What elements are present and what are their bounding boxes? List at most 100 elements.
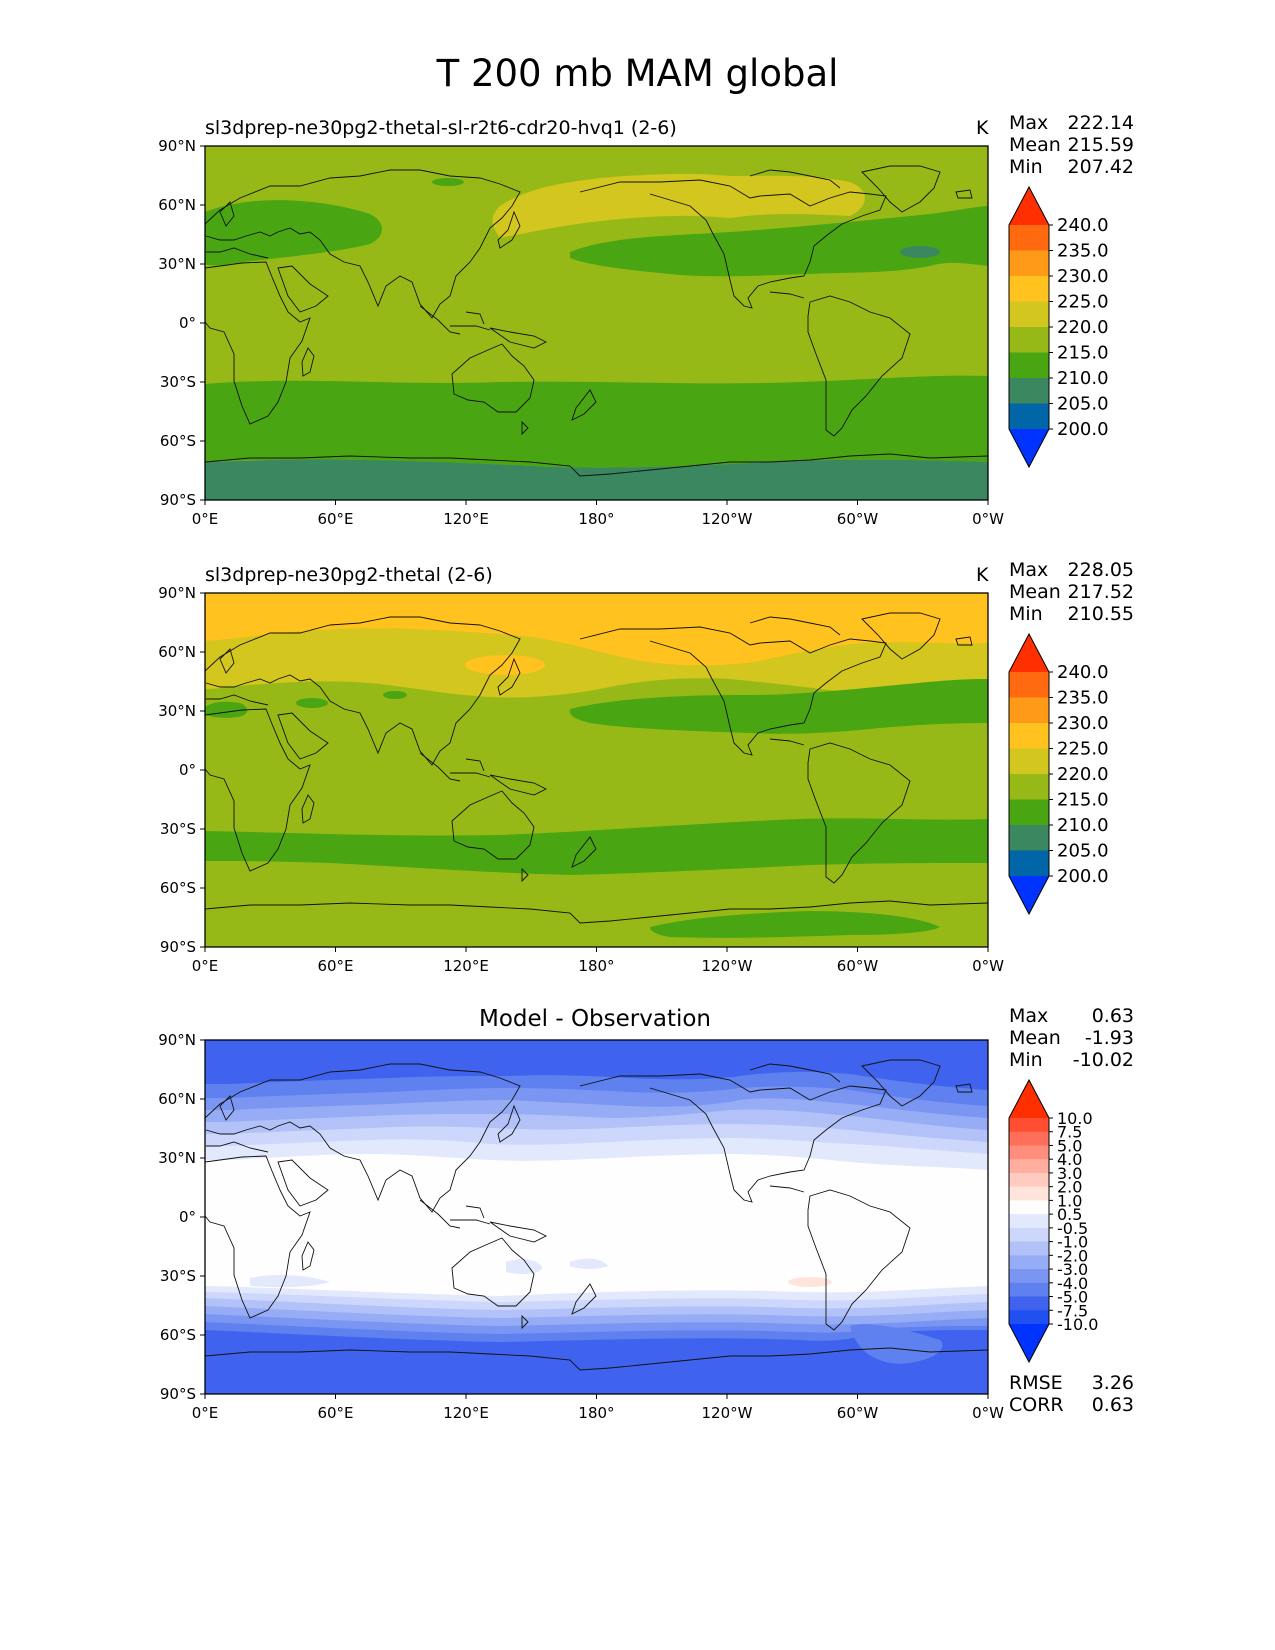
stat-max-label: Max xyxy=(1009,1005,1049,1027)
lon-tick-label: 120°E xyxy=(443,1404,489,1422)
panel-2-unit: K xyxy=(976,564,989,586)
colorbar-swatch xyxy=(1009,850,1049,877)
stat-mean-value: 217.52 xyxy=(1067,581,1134,603)
lat-tick-label: 60°S xyxy=(160,432,196,450)
colorbar-swatch xyxy=(1009,1159,1049,1174)
lon-tick-label: 120°W xyxy=(702,510,753,528)
colorbar-tick-label: 220.0 xyxy=(1057,317,1109,338)
lat-tick-label: 0° xyxy=(179,761,196,779)
stat-min-value: 210.55 xyxy=(1067,603,1134,625)
lat-tick-label: 30°N xyxy=(158,702,196,720)
panel-3-stats: Max 0.63 Mean -1.93 Min -10.02 xyxy=(1009,1005,1134,1071)
colorbar-swatch xyxy=(1009,225,1049,251)
colorbar-swatch xyxy=(1009,1118,1049,1133)
colorbar-tick-label: 210.0 xyxy=(1057,815,1109,836)
colorbar-tick-label: 235.0 xyxy=(1057,241,1109,262)
colorbar-swatch xyxy=(1009,250,1049,277)
lon-tick-label: 120°E xyxy=(443,510,489,528)
colorbar-swatch xyxy=(1009,352,1049,379)
colorbar-swatch xyxy=(1009,748,1049,775)
panel-3-colorbar: 10.07.55.04.03.02.01.00.5-0.5-1.0-2.0-3.… xyxy=(1008,1078,1098,1364)
lon-tick-label: 180° xyxy=(578,1404,614,1422)
stat-max-label: Max xyxy=(1009,112,1049,134)
lat-tick-label: 90°N xyxy=(158,1031,196,1049)
lon-tick-label: 60°W xyxy=(837,1404,879,1422)
stat-mean-label: Mean xyxy=(1009,581,1061,603)
stat-mean-value: -1.93 xyxy=(1084,1027,1134,1049)
lat-tick-label: 60°S xyxy=(160,879,196,897)
panel-2-colorbar: 240.0 235.0 230.0 225.0 220.0 215.0 210.0 205.0… xyxy=(1008,632,1109,916)
panel-2-map: 90°N 60°N 30°N 0° 30°S 60°S 90°S 0°E 60°… xyxy=(158,584,1004,975)
panel-1-title: sl3dprep-ne30pg2-thetal-sl-r2t6-cdr20-hv… xyxy=(205,117,677,139)
colorbar-tick-label: 2.0 xyxy=(1057,1178,1082,1197)
colorbar-tick-label: 230.0 xyxy=(1057,266,1109,287)
colorbar-tick-label: 1.0 xyxy=(1057,1191,1082,1210)
colorbar-swatch xyxy=(1009,1172,1049,1188)
lat-tick-label: 30°N xyxy=(158,1149,196,1167)
colorbar-tick-label: 230.0 xyxy=(1057,713,1109,734)
lon-tick-label: 0°E xyxy=(192,957,219,975)
stat-max-value: 228.05 xyxy=(1067,559,1134,581)
stat-min-label: Min xyxy=(1009,156,1043,178)
lon-tick-label: 0°E xyxy=(192,1404,219,1422)
lat-tick-label: 0° xyxy=(179,1208,196,1226)
lon-tick-label: 180° xyxy=(578,510,614,528)
panel-3-map: 90°N 60°N 30°N 0° 30°S 60°S 90°S 0°E 60°… xyxy=(158,1031,1004,1422)
colorbar-swatch xyxy=(1009,1186,1049,1201)
colorbar-tick-label: 220.0 xyxy=(1057,764,1109,785)
colorbar-swatch xyxy=(1009,1227,1049,1243)
panel-1-colorbar: 240.0 235.0 230.0 225.0 220.0 215.0 210.0 205.0… xyxy=(1008,185,1109,469)
stat-min-value: 207.42 xyxy=(1067,156,1134,178)
colorbar-tick-label: 10.0 xyxy=(1057,1109,1093,1128)
lon-tick-label: 120°E xyxy=(443,957,489,975)
colorbar-tick-label: 7.5 xyxy=(1057,1123,1082,1142)
lat-tick-label: 60°N xyxy=(158,196,196,214)
colorbar-swatch xyxy=(1009,378,1049,404)
colorbar-swatch xyxy=(1009,403,1049,430)
lat-tick-label: 60°N xyxy=(158,643,196,661)
lat-tick-label: 30°S xyxy=(160,820,196,838)
colorbar-extend-max xyxy=(1009,634,1049,672)
lon-tick-label: 0°E xyxy=(192,510,219,528)
lat-tick-label: 90°S xyxy=(160,1385,196,1403)
colorbar-swatch xyxy=(1009,1296,1049,1311)
panel-1-unit: K xyxy=(976,117,989,139)
lon-tick-label: 60°W xyxy=(837,957,879,975)
colorbar-swatch xyxy=(1009,697,1049,724)
stat-mean-value: 215.59 xyxy=(1067,134,1134,156)
stat-mean-label: Mean xyxy=(1009,134,1061,156)
lon-tick-label: 60°E xyxy=(317,510,353,528)
stat-max-value: 0.63 xyxy=(1091,1005,1134,1027)
colorbar-swatch xyxy=(1009,327,1049,353)
colorbar-swatch xyxy=(1009,1241,1049,1256)
colorbar-extend-max xyxy=(1009,187,1049,225)
colorbar-tick-label: 215.0 xyxy=(1057,790,1109,811)
lon-tick-label: 60°E xyxy=(317,1404,353,1422)
page-title: T 200 mb MAM global xyxy=(436,52,839,95)
colorbar-swatch xyxy=(1009,825,1049,851)
colorbar-tick-label: 4.0 xyxy=(1057,1150,1082,1169)
colorbar-extend-min xyxy=(1009,1324,1049,1362)
lat-tick-label: 60°S xyxy=(160,1326,196,1344)
colorbar-swatch xyxy=(1009,1145,1049,1160)
lat-tick-label: 30°S xyxy=(160,373,196,391)
colorbar-tick-label: 225.0 xyxy=(1057,292,1109,313)
stat-min-label: Min xyxy=(1009,603,1043,625)
colorbar-tick-label: 5.0 xyxy=(1057,1136,1082,1155)
panel-2-title: sl3dprep-ne30pg2-thetal (2-6) xyxy=(205,564,493,586)
colorbar-tick-label: -1.0 xyxy=(1057,1233,1088,1252)
colorbar-swatch xyxy=(1009,1131,1049,1146)
colorbar-tick-label: -5.0 xyxy=(1057,1288,1088,1307)
lon-tick-label: 60°E xyxy=(317,957,353,975)
lon-tick-label: 0°W xyxy=(972,1404,1004,1422)
colorbar-tick-label: -4.0 xyxy=(1057,1274,1088,1293)
colorbar-swatch xyxy=(1009,1214,1049,1229)
colorbar-extend-min xyxy=(1009,876,1049,914)
colorbar-tick-label: -2.0 xyxy=(1057,1246,1088,1265)
stat-mean-label: Mean xyxy=(1009,1027,1061,1049)
stat-min-label: Min xyxy=(1009,1049,1043,1071)
panel-1-map: 90°N 60°N 30°N 0° 30°S 60°S 90°S 0°E 60°… xyxy=(158,137,1004,528)
colorbar-tick-label: 240.0 xyxy=(1057,215,1109,236)
rmse-label: RMSE xyxy=(1009,1372,1063,1394)
lon-tick-label: 120°W xyxy=(702,957,753,975)
